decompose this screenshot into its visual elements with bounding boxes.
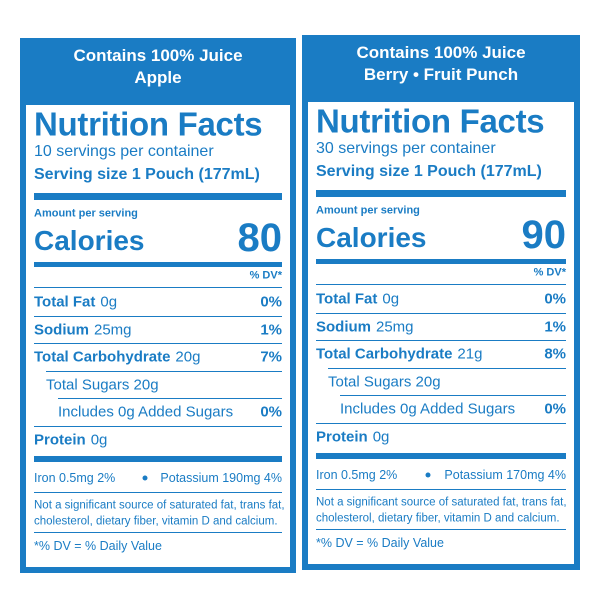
bullet <box>425 472 431 478</box>
rule <box>316 340 566 342</box>
rule <box>34 315 282 317</box>
calories-label: Calories <box>316 222 427 253</box>
rule <box>328 367 566 369</box>
nutrient-amount: 0g <box>100 293 118 311</box>
calories-label: Calories <box>34 225 145 256</box>
potassium: Potassium 170mg 4% <box>444 467 566 482</box>
nutrient-name: Sodium <box>316 318 371 336</box>
rule <box>316 258 566 264</box>
rule <box>316 488 566 490</box>
note: Not a significant source of saturated fa… <box>316 496 567 509</box>
rule <box>316 312 566 314</box>
rule <box>34 425 282 427</box>
rule <box>34 261 282 267</box>
sub-nutrient: Total Sugars 20g <box>328 373 441 391</box>
note: Not a significant source of saturated fa… <box>34 499 285 512</box>
nutrient-amount: 20g <box>175 348 201 366</box>
note: cholesterol, dietary fiber, vitamin D an… <box>316 512 560 525</box>
nutrient-amount: 25mg <box>94 321 132 339</box>
rule <box>34 456 282 462</box>
rule <box>34 491 282 493</box>
header-line: Contains 100% Juice <box>356 43 526 62</box>
footnote: *% DV = % Daily Value <box>316 535 444 550</box>
daily-value: 8% <box>544 345 566 363</box>
nutrient-name: Total Fat <box>34 293 96 311</box>
header-line: Berry • Fruit Punch <box>363 65 519 84</box>
rule <box>34 531 282 533</box>
sub-nutrient: Total Sugars 20g <box>46 376 159 394</box>
nutrient-amount: 0g <box>372 428 390 446</box>
daily-value: 7% <box>260 348 282 366</box>
dv-header: % DV* <box>249 269 282 282</box>
daily-value: 0% <box>260 293 282 311</box>
rule <box>34 286 282 288</box>
nutrition-label: Contains 100% Juice Apple Nutrition Facts 1… <box>20 38 296 573</box>
nutrient-amount: 0g <box>382 290 400 308</box>
rule <box>46 370 282 372</box>
footnote: *% DV = % Daily Value <box>34 538 162 553</box>
sub-nutrient: Includes 0g Added Sugars <box>340 400 516 418</box>
amount-label: Amount per serving <box>316 204 420 217</box>
daily-value: 0% <box>260 403 282 421</box>
servings: 30 servings per container <box>316 140 496 157</box>
rule <box>316 283 566 285</box>
iron: Iron 0.5mg 2% <box>34 470 116 485</box>
dv-header: % DV* <box>533 266 566 279</box>
serving-size: Serving size 1 Pouch (177mL) <box>316 163 542 180</box>
nutrient-name: Total Carbohydrate <box>316 345 453 363</box>
rule <box>340 395 566 397</box>
daily-value: 0% <box>544 400 566 418</box>
rule <box>316 422 566 424</box>
header-line: Contains 100% Juice <box>73 46 243 65</box>
iron: Iron 0.5mg 2% <box>316 467 398 482</box>
header-line: Apple <box>134 68 182 87</box>
bullet <box>142 475 148 481</box>
daily-value: 1% <box>260 321 282 339</box>
rule <box>316 528 566 530</box>
sub-nutrient: Includes 0g Added Sugars <box>58 403 234 421</box>
calories-value: 80 <box>237 216 283 260</box>
rule <box>34 192 282 200</box>
nutrient-name: Protein <box>34 431 86 449</box>
nutrient-amount: 25mg <box>376 318 414 336</box>
title: Nutrition Facts <box>34 105 263 143</box>
serving-size: Serving size 1 Pouch (177mL) <box>34 166 260 183</box>
daily-value: 1% <box>544 318 566 336</box>
rule <box>34 343 282 345</box>
rule <box>316 189 566 197</box>
nutrient-amount: 0g <box>90 431 108 449</box>
nutrient-name: Sodium <box>34 321 89 339</box>
rule <box>316 453 566 459</box>
title: Nutrition Facts <box>316 102 545 140</box>
servings: 10 servings per container <box>34 143 214 160</box>
note: cholesterol, dietary fiber, vitamin D an… <box>34 515 278 528</box>
daily-value: 0% <box>544 290 566 308</box>
facts-box: Nutrition Facts 10 servings per container… <box>26 105 290 567</box>
nutrient-name: Protein <box>316 428 368 446</box>
nutrient-amount: 21g <box>457 345 483 363</box>
calories-value: 90 <box>521 213 567 257</box>
nutrient-name: Total Fat <box>316 290 378 308</box>
nutrition-label: Contains 100% Juice Berry • Fruit Punch Nu… <box>302 35 580 570</box>
rule <box>58 398 282 400</box>
amount-label: Amount per serving <box>34 207 138 220</box>
potassium: Potassium 190mg 4% <box>160 470 282 485</box>
facts-box: Nutrition Facts 30 servings per container… <box>308 102 574 564</box>
nutrient-name: Total Carbohydrate <box>34 348 171 366</box>
